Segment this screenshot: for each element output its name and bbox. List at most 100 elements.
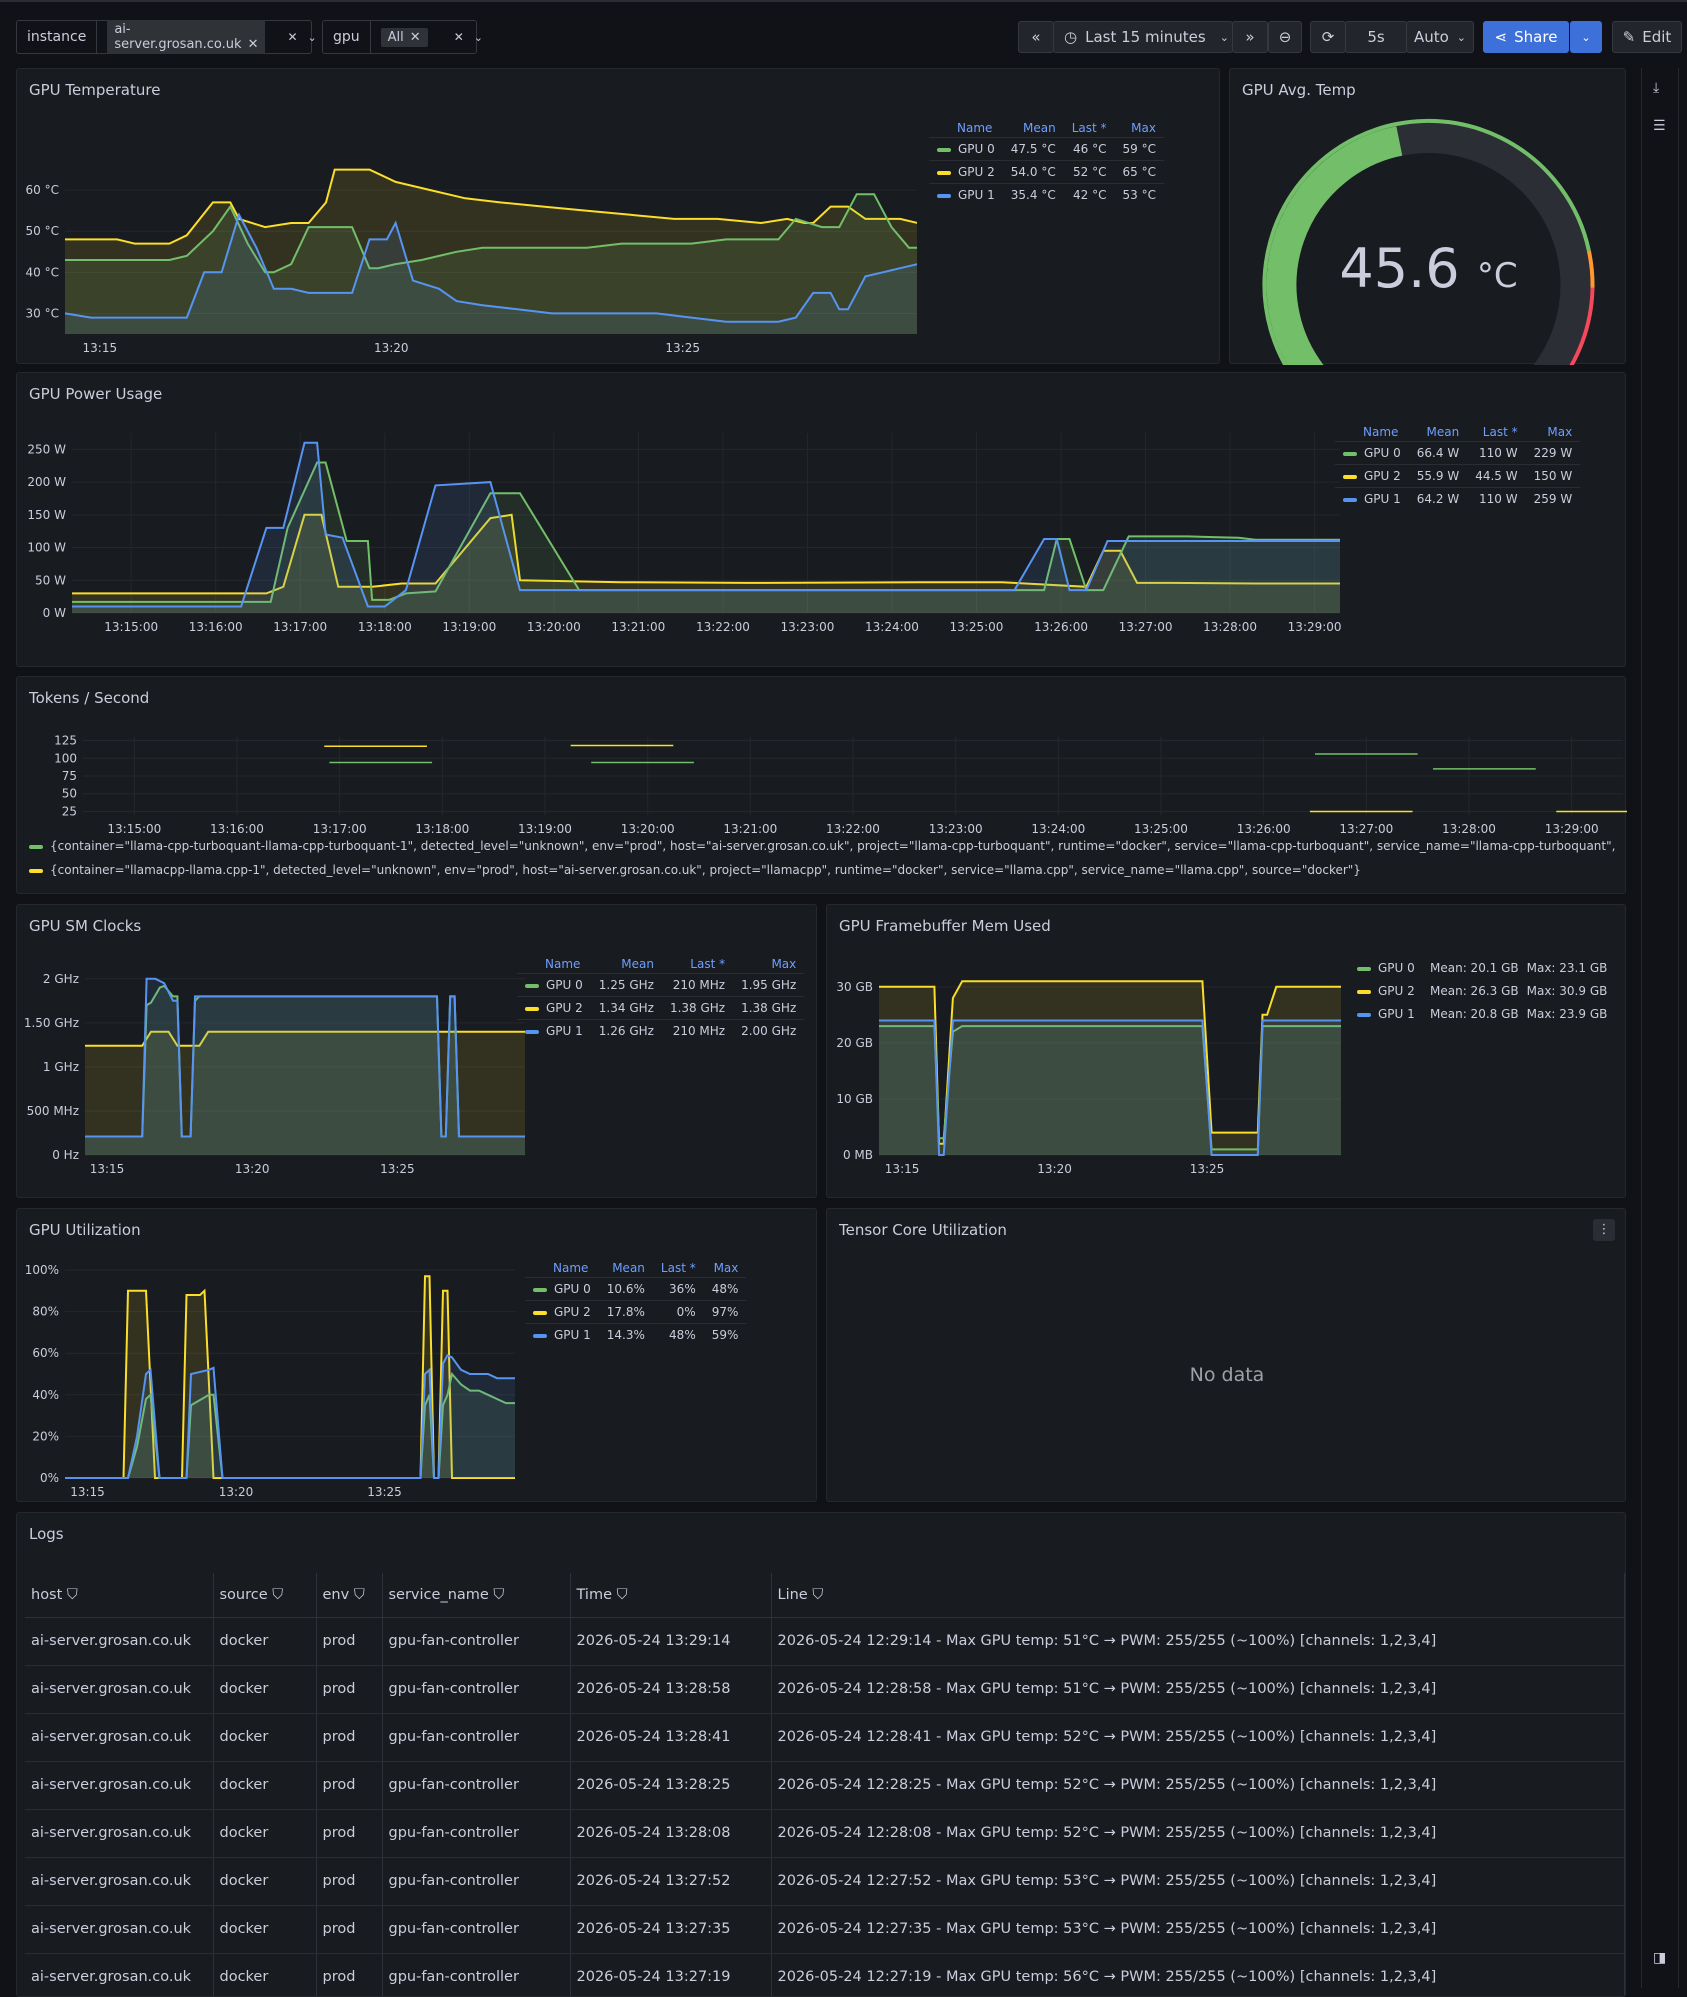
filter-icon[interactable]: ⛉	[616, 1586, 628, 1603]
time-cell: 2026-05-24 13:27:35	[570, 1905, 772, 1954]
legend-max: 1.38 GHz	[733, 996, 805, 1020]
tokens-legend-label: {container="llama-cpp-turboquant-llama-c…	[50, 839, 1619, 853]
refresh-interval[interactable]: 5s	[1345, 21, 1407, 53]
x-tick-label: 13:23:00	[929, 822, 983, 836]
gpu-chip[interactable]: All ✕	[380, 27, 428, 47]
legend-row-gpu2[interactable]: GPU 2 1.34 GHz 1.38 GHz 1.38 GHz	[517, 996, 805, 1020]
instance-chip-value: ai-server.grosan.co.uk	[114, 22, 242, 52]
legend-row-gpu0[interactable]: GPU 0 66.4 W 110 W 229 W	[1335, 441, 1581, 465]
tokens-legend-item[interactable]: {container="llama-cpp-turboquant-llama-c…	[29, 839, 1619, 863]
tokens-legend-item[interactable]: {container="llamacpp-llama.cpp-1", detec…	[29, 863, 1619, 887]
x-tick-label: 13:17:00	[313, 822, 367, 836]
chip-remove-icon[interactable]: ✕	[409, 29, 421, 45]
dock-panel-icon[interactable]: ◨	[1653, 1950, 1667, 1966]
table-row[interactable]: ai-server.grosan.co.uk docker prod gpu-fan-…	[25, 1713, 1625, 1762]
panel-menu-icon[interactable]: ⋮	[1593, 1219, 1615, 1241]
legend-header-max: Max	[771, 957, 797, 971]
table-row[interactable]: ai-server.grosan.co.uk docker prod gpu-fan-…	[25, 1617, 1625, 1666]
gpu-variable[interactable]: gpu All ✕ ✕ ⌄	[322, 20, 483, 54]
env-cell: prod	[316, 1713, 383, 1762]
x-tick-label: 13:22:00	[696, 620, 750, 634]
x-tick-label: 13:21:00	[611, 620, 665, 634]
column-header-label: Line	[777, 1586, 808, 1603]
legend-row-gpu1[interactable]: GPU 1 14.3% 48% 59%	[525, 1323, 747, 1346]
time-shift-back-button[interactable]: «	[1018, 21, 1054, 53]
series-line-gpu2	[85, 1030, 525, 1047]
column-header-service-name[interactable]: service_name ⛉	[382, 1573, 571, 1618]
x-tick-label: 13:22:00	[826, 822, 880, 836]
refresh-button[interactable]: ⟳	[1310, 21, 1346, 53]
legend-row-gpu1[interactable]: GPU 1 1.26 GHz 210 MHz 2.00 GHz	[517, 1019, 805, 1042]
time-shift-forward-button[interactable]: »	[1232, 21, 1268, 53]
instance-variable[interactable]: instance ai-server.grosan.co.uk ✕ ✕ ⌄	[16, 20, 317, 54]
filter-icon[interactable]: ⛉	[493, 1586, 505, 1603]
clear-icon[interactable]: ✕	[287, 30, 298, 44]
column-header-time[interactable]: Time ⛉	[570, 1573, 772, 1618]
table-row[interactable]: ai-server.grosan.co.uk docker prod gpu-fan-…	[25, 1953, 1625, 1996]
share-dropdown-button[interactable]: ⌄	[1570, 21, 1602, 53]
table-row[interactable]: ai-server.grosan.co.uk docker prod gpu-fan-…	[25, 1905, 1625, 1954]
legend-max: 59%	[703, 1323, 747, 1346]
panel-gpu-sm-clocks: GPU SM Clocks 0 Hz 500 MHz 1 GHz 1.50 GHz 2 …	[16, 904, 817, 1198]
y-tick-label: 20%	[32, 1429, 59, 1443]
double-chevron-right-icon: »	[1245, 28, 1255, 46]
legend-row-gpu1[interactable]: GPU 1 35.4 °C 42 °C 53 °C	[929, 183, 1164, 206]
share-button[interactable]: ⋖ Share	[1483, 21, 1569, 53]
legend-header-name: Name	[957, 121, 993, 135]
clear-icon[interactable]: ✕	[453, 30, 464, 44]
framebuffer-legend: GPU 0 Mean: 20.1 GB Max: 23.1 GB GPU 2 Mean…	[1357, 957, 1607, 1026]
table-row[interactable]: ai-server.grosan.co.uk docker prod gpu-fan-…	[25, 1857, 1625, 1906]
legend-row-gpu0[interactable]: GPU 0 10.6% 36% 48%	[525, 1277, 747, 1301]
table-row[interactable]: ai-server.grosan.co.uk docker prod gpu-fan-…	[25, 1809, 1625, 1858]
legend-mean: 55.9 W	[1408, 464, 1468, 488]
auto-refresh-picker[interactable]: Auto ⌄	[1406, 21, 1474, 53]
panel-title: GPU Framebuffer Mem Used	[839, 917, 1051, 935]
instance-chip[interactable]: ai-server.grosan.co.uk ✕	[107, 20, 266, 54]
filter-icon[interactable]: ⛉	[66, 1586, 78, 1603]
legend-row-gpu1[interactable]: GPU 1 Mean: 20.8 GB Max: 23.9 GB	[1357, 1003, 1607, 1026]
table-row[interactable]: ai-server.grosan.co.uk docker prod gpu-fan-…	[25, 1665, 1625, 1714]
legend-row-gpu2[interactable]: GPU 2 17.8% 0% 97%	[525, 1300, 747, 1324]
outline-icon[interactable]: ☰	[1653, 118, 1666, 134]
chip-remove-icon[interactable]: ✕	[247, 37, 259, 52]
series-area-gpu1	[65, 214, 917, 334]
gpu-chip-value: All	[387, 29, 404, 45]
time-picker-button[interactable]: ◷ Last 15 minutes ⌄	[1053, 21, 1233, 53]
table-row[interactable]: ai-server.grosan.co.uk docker prod gpu-fan-…	[25, 1761, 1625, 1810]
chevron-down-icon[interactable]: ⌄	[473, 30, 483, 44]
legend-last: 210 MHz	[661, 973, 734, 997]
column-header-line[interactable]: Line ⛉	[771, 1573, 1625, 1618]
x-tick-label: 13:16:00	[189, 620, 243, 634]
service-name-cell: gpu-fan-controller	[382, 1713, 571, 1762]
legend-row-gpu2[interactable]: GPU 2 Mean: 26.3 GB Max: 30.9 GB	[1357, 980, 1607, 1003]
edit-button[interactable]: ✎ Edit	[1612, 21, 1682, 53]
legend-header-max: Max	[1131, 121, 1156, 135]
x-tick-label: 13:20	[1037, 1162, 1072, 1176]
legend-last: 210 MHz	[661, 1019, 734, 1042]
series-swatch	[525, 983, 539, 988]
y-tick-label: 20 GB	[836, 1036, 873, 1050]
refresh-interval-value: 5s	[1367, 28, 1385, 46]
series-swatch	[1357, 989, 1371, 994]
legend-row-gpu2[interactable]: GPU 2 55.9 W 44.5 W 150 W	[1335, 464, 1581, 488]
filter-icon[interactable]: ⛉	[812, 1586, 824, 1603]
panel-gpu-utilization: GPU Utilization 0% 20% 40% 60% 80% 100% 13:15 1…	[16, 1208, 817, 1502]
legend-row-gpu2[interactable]: GPU 2 54.0 °C 52 °C 65 °C	[929, 160, 1164, 184]
time-cell: 2026-05-24 13:28:41	[570, 1713, 772, 1762]
filter-icon[interactable]: ⛉	[353, 1586, 365, 1603]
zoom-out-button[interactable]: ⊖	[1268, 21, 1302, 53]
legend-row-gpu0[interactable]: GPU 0 1.25 GHz 210 MHz 1.95 GHz	[517, 973, 805, 997]
legend-row-gpu1[interactable]: GPU 1 64.2 W 110 W 259 W	[1335, 487, 1581, 510]
column-header-source[interactable]: source ⛉	[213, 1573, 317, 1618]
y-tick-label: 0 MB	[843, 1148, 873, 1162]
chevron-down-icon[interactable]: ⌄	[307, 30, 317, 44]
series-area-gpu0	[879, 1026, 1341, 1155]
legend-row-gpu0[interactable]: GPU 0 47.5 °C 46 °C 59 °C	[929, 137, 1164, 161]
legend-row-gpu0[interactable]: GPU 0 Mean: 20.1 GB Max: 23.1 GB	[1357, 957, 1607, 980]
column-header-host[interactable]: host ⛉	[25, 1573, 214, 1618]
x-tick-label: 13:15	[70, 1485, 105, 1499]
avg-temp-gauge	[1262, 118, 1595, 365]
column-header-env[interactable]: env ⛉	[316, 1573, 383, 1618]
export-icon[interactable]: ⤓	[1653, 80, 1660, 96]
filter-icon[interactable]: ⛉	[272, 1586, 284, 1603]
